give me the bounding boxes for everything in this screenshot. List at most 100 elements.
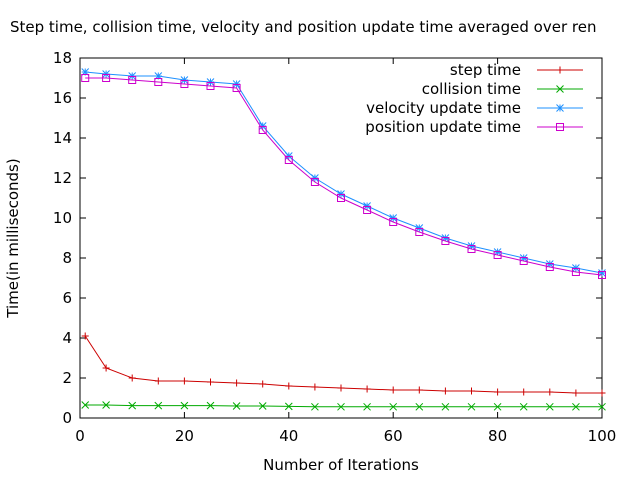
series-collision-time [81,401,606,411]
data-point [128,76,137,84]
data-point [546,388,554,396]
y-tick-label: 12 [53,169,72,187]
data-point [180,80,189,88]
series-layer [81,68,606,411]
data-point [556,123,564,131]
data-point [598,402,606,411]
y-tick-label: 2 [62,369,72,387]
legend-label: position update time [365,118,521,136]
data-point [389,386,397,394]
y-tick-label: 4 [62,329,72,347]
data-point [467,402,476,411]
data-point [519,402,528,411]
y-axis: 0 2 4 6 8 10 12 14 16 18 [53,49,602,427]
data-point [545,402,554,411]
x-tick-label: 60 [384,427,403,445]
data-point [493,402,502,411]
data-point [556,85,564,93]
data-point [258,402,267,410]
data-point [81,68,90,76]
data-point [363,402,371,411]
data-point [232,402,241,410]
data-point [154,78,163,86]
data-point [81,332,89,340]
data-point [284,156,293,164]
data-point [519,257,528,265]
legend-label: step time [450,61,521,79]
data-point [415,402,424,411]
data-point [81,401,90,409]
x-axis-label: Number of Iterations [263,456,419,474]
data-point [441,237,450,245]
plot-area [79,57,603,419]
data-point [598,269,606,277]
data-point [128,401,137,410]
x-axis: 0 20 40 60 80 100 [75,58,616,445]
data-point [493,251,502,259]
data-point [556,66,564,74]
data-point [232,84,241,92]
data-point [598,271,606,279]
x-tick-label: 0 [75,427,85,445]
x-tick-label: 100 [588,427,617,445]
y-tick-label: 0 [62,409,72,427]
data-point [180,377,188,385]
data-point [180,401,189,410]
data-point [363,385,371,393]
series-line [85,77,603,276]
data-point [311,383,319,391]
series-line [84,335,602,394]
data-point [81,74,90,82]
legend-label: collision time [422,80,521,98]
y-tick-label: 16 [53,89,72,107]
y-tick-label: 8 [62,249,72,267]
data-point [572,402,580,411]
data-point [102,364,110,372]
data-point [415,228,424,236]
data-point [284,402,293,411]
data-point [206,82,215,90]
data-point [389,402,398,411]
data-point [259,380,267,388]
data-point [441,402,450,411]
y-tick-label: 10 [53,209,72,227]
data-point [207,378,214,386]
data-point [389,218,398,226]
data-point [128,374,136,382]
y-tick-label: 14 [53,129,72,147]
data-point [311,402,319,411]
legend-label: velocity update time [366,99,521,117]
data-point [102,401,110,409]
data-point [310,178,319,186]
data-point [520,388,528,396]
data-point [337,384,345,392]
data-point [154,401,163,410]
data-point [545,263,554,271]
chart-title: Step time, collision time, velocity and … [10,18,596,36]
data-point [572,389,580,397]
data-point [468,387,475,395]
x-tick-label: 80 [488,427,507,445]
y-axis-label: Time(in milliseconds) [4,158,22,318]
data-point [415,386,423,394]
data-point [337,194,345,202]
data-point [494,388,502,396]
data-point [258,126,267,134]
data-point [467,245,476,253]
data-point [102,74,111,82]
y-tick-label: 6 [62,289,72,307]
series-step-time [81,332,606,397]
x-tick-label: 20 [175,427,194,445]
data-point [285,382,293,390]
data-point [337,402,345,411]
data-point [556,104,564,112]
data-point [233,379,241,387]
series-line [85,71,603,274]
data-point [598,389,606,397]
data-point [154,72,163,80]
x-tick-label: 40 [279,427,298,445]
data-point [363,206,372,214]
series-position-update-time [81,74,606,279]
